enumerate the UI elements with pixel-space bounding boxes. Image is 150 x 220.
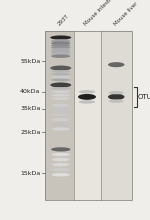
Ellipse shape bbox=[78, 94, 96, 100]
Ellipse shape bbox=[51, 44, 70, 47]
Ellipse shape bbox=[51, 55, 70, 58]
Ellipse shape bbox=[50, 66, 71, 71]
Ellipse shape bbox=[51, 46, 70, 49]
Text: 25kDa: 25kDa bbox=[20, 130, 40, 135]
Ellipse shape bbox=[52, 104, 70, 107]
Ellipse shape bbox=[52, 108, 70, 112]
Text: 35kDa: 35kDa bbox=[20, 106, 40, 111]
Ellipse shape bbox=[108, 94, 124, 100]
Text: OTUB1: OTUB1 bbox=[138, 94, 150, 100]
Ellipse shape bbox=[51, 39, 70, 43]
Ellipse shape bbox=[51, 79, 70, 81]
Ellipse shape bbox=[109, 99, 124, 103]
Ellipse shape bbox=[50, 35, 71, 40]
Ellipse shape bbox=[50, 82, 71, 88]
Text: Mouse liver: Mouse liver bbox=[113, 1, 138, 26]
Ellipse shape bbox=[51, 70, 70, 73]
Ellipse shape bbox=[51, 87, 70, 90]
Ellipse shape bbox=[51, 48, 70, 51]
Bar bbox=[100, 31, 132, 200]
Ellipse shape bbox=[51, 97, 70, 100]
Ellipse shape bbox=[52, 113, 70, 117]
Ellipse shape bbox=[52, 123, 70, 126]
Ellipse shape bbox=[52, 163, 70, 166]
Ellipse shape bbox=[52, 158, 70, 161]
Bar bbox=[45, 31, 132, 200]
Ellipse shape bbox=[52, 118, 70, 121]
Ellipse shape bbox=[51, 147, 70, 152]
Ellipse shape bbox=[52, 127, 70, 131]
Ellipse shape bbox=[52, 153, 70, 156]
Ellipse shape bbox=[52, 173, 70, 176]
Text: 40kDa: 40kDa bbox=[20, 89, 40, 94]
Ellipse shape bbox=[51, 94, 70, 96]
Ellipse shape bbox=[51, 52, 70, 56]
Ellipse shape bbox=[51, 76, 70, 78]
Ellipse shape bbox=[79, 90, 95, 93]
Text: Mouse intestine: Mouse intestine bbox=[83, 0, 118, 26]
Text: 55kDa: 55kDa bbox=[20, 59, 40, 64]
Ellipse shape bbox=[109, 91, 124, 94]
Ellipse shape bbox=[108, 62, 124, 67]
Ellipse shape bbox=[52, 168, 70, 171]
Bar bbox=[74, 31, 100, 200]
Ellipse shape bbox=[51, 73, 70, 75]
Ellipse shape bbox=[51, 50, 70, 53]
Ellipse shape bbox=[51, 41, 70, 45]
Text: 293T: 293T bbox=[57, 13, 70, 26]
Ellipse shape bbox=[51, 90, 70, 93]
Ellipse shape bbox=[79, 100, 95, 104]
Text: 15kDa: 15kDa bbox=[20, 170, 40, 176]
Bar bbox=[45, 31, 74, 200]
